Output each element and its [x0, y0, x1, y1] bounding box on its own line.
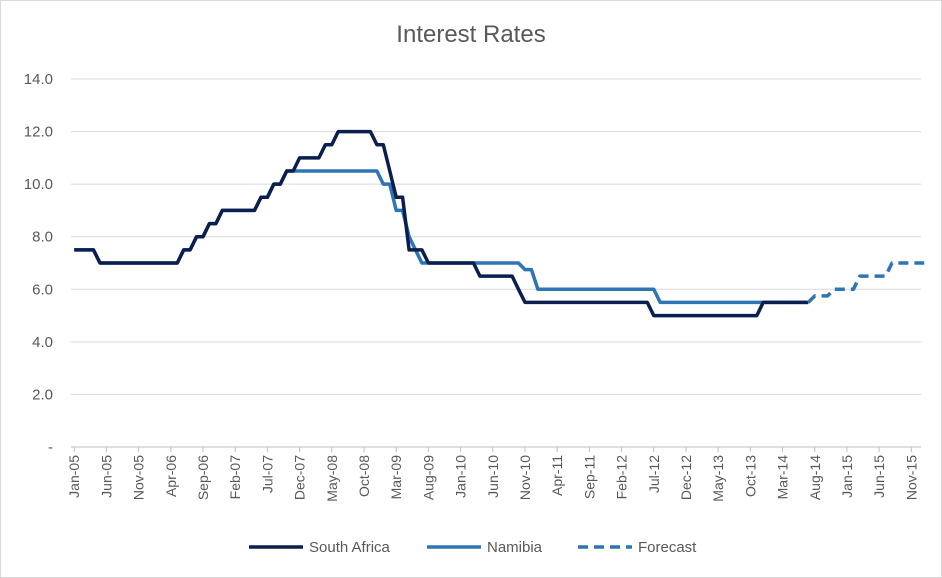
- x-tick-label: Jan-05: [66, 455, 82, 498]
- series-line-south-africa: [74, 129, 809, 318]
- x-tick-label: Nov-15: [903, 455, 919, 500]
- x-tick-label: Jan-15: [839, 455, 855, 498]
- x-tick-label: Oct-08: [356, 455, 372, 497]
- y-tick-label: -: [48, 439, 53, 456]
- x-tick-label: May-13: [710, 455, 726, 502]
- x-tick-label: Mar-14: [775, 455, 791, 500]
- x-tick-label: Oct-13: [742, 455, 758, 497]
- x-tick-label: Sep-11: [581, 455, 597, 499]
- series-line-forecast: [807, 261, 925, 304]
- gridlines: [71, 78, 921, 448]
- legend-label: South Africa: [309, 539, 391, 556]
- y-tick-label: 14.0: [24, 71, 53, 88]
- x-tick-label: Dec-07: [292, 455, 308, 500]
- y-tick-label: 12.0: [24, 124, 53, 141]
- y-tick-label: 6.0: [32, 281, 53, 298]
- x-tick-label: Apr-11: [549, 455, 565, 496]
- y-tick-label: 4.0: [32, 334, 53, 351]
- x-tick-label: Jan-10: [453, 455, 469, 498]
- x-axis: Jan-05 Jun-05 Nov-05 Apr-06 Sep-06 Feb-07 Jul-…: [66, 447, 919, 502]
- x-tick-label: Feb-12: [614, 455, 630, 500]
- x-tick-label: Apr-06: [163, 455, 179, 497]
- series-lines: [74, 129, 925, 318]
- x-tick-label: Dec-12: [678, 455, 694, 500]
- y-axis: - 2.0 4.0 6.0 8.0 10.0 12.0 14.0: [24, 71, 53, 456]
- legend-label: Namibia: [487, 539, 543, 556]
- x-tick-label: Aug-09: [420, 455, 436, 500]
- x-tick-label: Sep-06: [195, 455, 211, 500]
- x-tick-label: Feb-07: [227, 455, 243, 500]
- legend: South Africa Namibia Forecast: [249, 539, 697, 556]
- y-tick-label: 8.0: [32, 229, 53, 246]
- x-tick-label: May-08: [324, 455, 340, 502]
- x-tick-label: Mar-09: [388, 455, 404, 500]
- chart-title: Interest Rates: [396, 21, 546, 48]
- y-tick-label: 2.0: [32, 386, 53, 403]
- x-tick-label: Jun-15: [871, 455, 887, 498]
- y-tick-label: 10.0: [24, 176, 53, 193]
- x-tick-label: Jun-05: [98, 455, 114, 498]
- x-tick-label: Nov-05: [131, 455, 147, 500]
- x-tick-label: Jul-07: [259, 455, 275, 493]
- x-tick-label: Nov-10: [517, 455, 533, 500]
- x-tick-label: Jul-12: [646, 455, 662, 493]
- legend-label: Forecast: [638, 539, 697, 556]
- x-tick-label: Aug-14: [807, 455, 823, 500]
- x-tick-label: Jun-10: [485, 455, 501, 498]
